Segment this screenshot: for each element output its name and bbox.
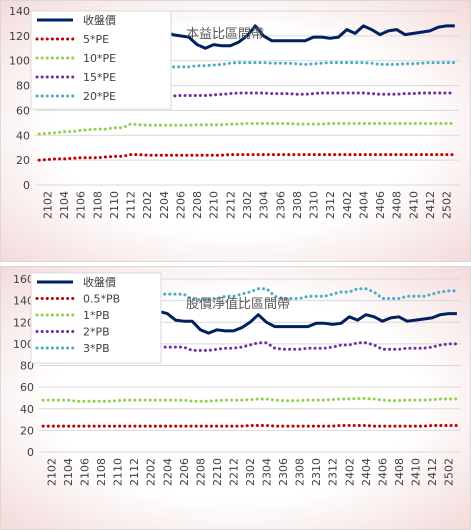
- pb-legend-label: 0.5*PB: [83, 293, 120, 306]
- pe-x-tick-label: 2404: [357, 191, 370, 219]
- pe-x-tick-label: 2306: [274, 191, 287, 219]
- pe-x-tick-label: 2210: [208, 191, 221, 219]
- pb-x-tick-label: 2502: [443, 458, 456, 486]
- pb-y-tick-label: 160: [13, 273, 34, 286]
- pb-x-tick-label: 2412: [426, 458, 439, 486]
- pe-x-tick-label: 2412: [424, 191, 437, 219]
- pe-x-tick-label: 2108: [91, 191, 104, 219]
- pb-x-tick-label: 2212: [227, 458, 240, 486]
- pe-x-tick-label: 2202: [141, 191, 154, 219]
- pb-x-tick-label: 2308: [294, 458, 307, 486]
- pe-legend-label: 5*PE: [83, 33, 109, 46]
- pe-x-tick-label: 2312: [324, 191, 337, 219]
- pe-x-tick-label: 2308: [291, 191, 304, 219]
- pb-x-tick-label: 2210: [211, 458, 224, 486]
- pb-x-tick-label: 2304: [261, 458, 274, 486]
- pb-x-tick-label: 2208: [194, 458, 207, 486]
- pe-x-tick-label: 2408: [391, 191, 404, 219]
- pb-series-line-3: [41, 341, 459, 352]
- pe-x-tick-label: 2110: [108, 191, 121, 219]
- pe-x-tick-label: 2106: [75, 191, 88, 219]
- pe-y-tick-label: 60: [16, 104, 30, 117]
- pe-x-tick-label: 2104: [58, 191, 71, 219]
- pb-x-tick-label: 2312: [327, 458, 340, 486]
- pb-x-tick-label: 2404: [360, 458, 373, 486]
- pb-x-tick-label: 2112: [128, 458, 141, 486]
- pe-x-tick-label: 2208: [191, 191, 204, 219]
- pb-x-tick-label: 2310: [310, 458, 323, 486]
- pe-band-chart: 0 20 40 60 80 100 120 140 2102 2104 2106 2108 2110 21…: [9, 5, 459, 219]
- pe-y-tick-label: 40: [16, 129, 30, 142]
- pe-y-tick-label: 80: [16, 80, 30, 93]
- pe-y-tick-label: 120: [9, 30, 30, 43]
- pe-x-tick-label: 2302: [241, 191, 254, 219]
- pb-band-chart-panel: 0 20 40 60 80 100 120 140 160 2102 2104 2106 2108 211…: [0, 266, 471, 530]
- pe-x-tick-label: 2406: [374, 191, 387, 219]
- pb-y-tick-label: 0: [27, 446, 34, 459]
- pb-y-tick-label: 60: [20, 381, 34, 394]
- pe-x-tick-label: 2304: [258, 191, 271, 219]
- pe-x-tick-label: 2112: [125, 191, 138, 219]
- pb-legend-label: 2*PB: [83, 326, 110, 339]
- pb-y-tick-label: 100: [13, 338, 34, 351]
- pb-legend-label: 3*PB: [83, 342, 110, 355]
- pb-x-tick-label: 2110: [112, 458, 125, 486]
- pb-x-tick-label: 2104: [62, 458, 75, 486]
- pb-y-tick-label: 40: [20, 403, 34, 416]
- pb-y-tick-label: 120: [13, 316, 34, 329]
- pb-x-tick-label: 2306: [277, 458, 290, 486]
- pb-y-tick-label: 140: [13, 295, 34, 308]
- pb-x-tick-label: 2202: [145, 458, 158, 486]
- pe-legend-label: 10*PE: [83, 52, 116, 65]
- pe-legend-label: 收盤價: [83, 13, 116, 27]
- pb-x-tick-label: 2106: [79, 458, 92, 486]
- pe-band-chart-panel: 0 20 40 60 80 100 120 140 2102 2104 2106 2108 2110 21…: [0, 0, 471, 262]
- pb-series-line-1: [41, 424, 459, 428]
- pb-chart-title: 股價淨值比區間帶: [186, 296, 290, 312]
- pe-legend-label: 20*PE: [83, 90, 116, 103]
- pe-x-tick-label: 2502: [441, 191, 454, 219]
- pb-x-tick-label: 2410: [409, 458, 422, 486]
- pe-x-tick-label: 2102: [41, 191, 54, 219]
- pe-y-tick-label: 0: [23, 179, 30, 192]
- pe-legend-label: 15*PE: [83, 71, 116, 84]
- pb-x-tick-label: 2206: [178, 458, 191, 486]
- pe-x-tick-label: 2204: [158, 191, 171, 219]
- pe-x-tick-label: 2310: [308, 191, 321, 219]
- pe-series-line-2: [37, 122, 457, 136]
- pe-y-tick-label: 100: [9, 55, 30, 68]
- pb-x-tick-label: 2302: [244, 458, 257, 486]
- pb-series-line-4: [41, 287, 459, 301]
- pb-x-tick-label: 2408: [393, 458, 406, 486]
- pb-series-line-2: [41, 397, 459, 403]
- pb-x-tick-label: 2204: [161, 458, 174, 486]
- pe-y-tick-label: 20: [16, 154, 30, 167]
- pb-y-tick-label: 20: [20, 424, 34, 437]
- pe-x-tick-label: 2206: [174, 191, 187, 219]
- pb-x-tick-label: 2402: [343, 458, 356, 486]
- pe-x-tick-label: 2212: [224, 191, 237, 219]
- pb-x-tick-label: 2406: [376, 458, 389, 486]
- pb-x-tick-label: 2108: [95, 458, 108, 486]
- pe-series-line-1: [37, 153, 457, 162]
- pe-series-line-3: [37, 91, 457, 110]
- pe-x-tick-label: 2402: [341, 191, 354, 219]
- pb-x-tick-label: 2102: [45, 458, 58, 486]
- pb-legend-label: 1*PB: [83, 309, 110, 322]
- pb-legend-label: 收盤價: [83, 275, 116, 289]
- pe-chart-title: 本益比區間帶: [186, 27, 264, 42]
- pe-legend-box: [30, 10, 172, 110]
- pe-x-tick-label: 2410: [407, 191, 420, 219]
- pe-y-tick-label: 140: [9, 5, 30, 18]
